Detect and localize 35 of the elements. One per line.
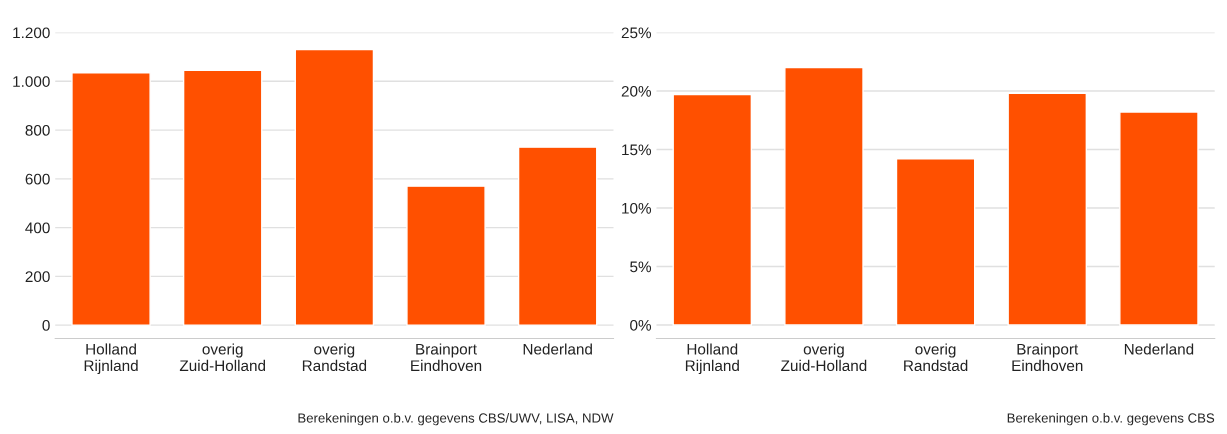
y-tick-label: 400 (25, 222, 50, 234)
y-tick-label: 1.200 (13, 27, 50, 39)
x-tick-label: overig Zuid-Holland (179, 343, 266, 372)
x-tick-label: Brainport Eindhoven (1012, 343, 1083, 372)
y-tick-label: 10% (622, 202, 652, 214)
y-tick-label: 15% (622, 144, 652, 156)
bar (1119, 111, 1199, 326)
x-tick-label: Holland Rijnland (84, 343, 138, 375)
text: Berekeningen o.b.v. gegevens CBS (1007, 413, 1215, 426)
bar (784, 66, 864, 326)
x-tick-label: overig Randstad (904, 343, 968, 372)
x-tick-label: overig Zuid-Holland (781, 343, 867, 372)
x-tick-label: Nederland (523, 343, 592, 355)
y-tick-label: 5% (630, 261, 652, 273)
x-tick-label: Nederland (1124, 343, 1194, 355)
bar (517, 146, 598, 326)
y-tick-label: 25% (621, 27, 652, 39)
x-tick-label: Brainport Eindhoven (411, 343, 482, 372)
y-tick-label: 800 (25, 124, 50, 136)
y-tick-label: 1.000 (13, 76, 50, 87)
bar (294, 48, 375, 326)
bar (895, 158, 976, 326)
bar (672, 93, 753, 326)
text: Berekeningen o.b.v. gegevens CBS/UWV, LISA, NDW (298, 413, 614, 426)
y-tick-label: 20% (621, 85, 652, 97)
y-tick-label: 0% (630, 319, 652, 331)
y-tick-label: 200 (25, 271, 50, 283)
bar (71, 72, 151, 326)
y-tick-label: 0 (42, 319, 50, 331)
x-tick-label: overig Randstad (302, 343, 367, 372)
x-tick-label: Holland Rijnland (685, 343, 739, 375)
bar (406, 185, 486, 326)
y-tick-label: 600 (25, 173, 50, 185)
bar (1007, 92, 1088, 326)
bar (182, 69, 263, 326)
